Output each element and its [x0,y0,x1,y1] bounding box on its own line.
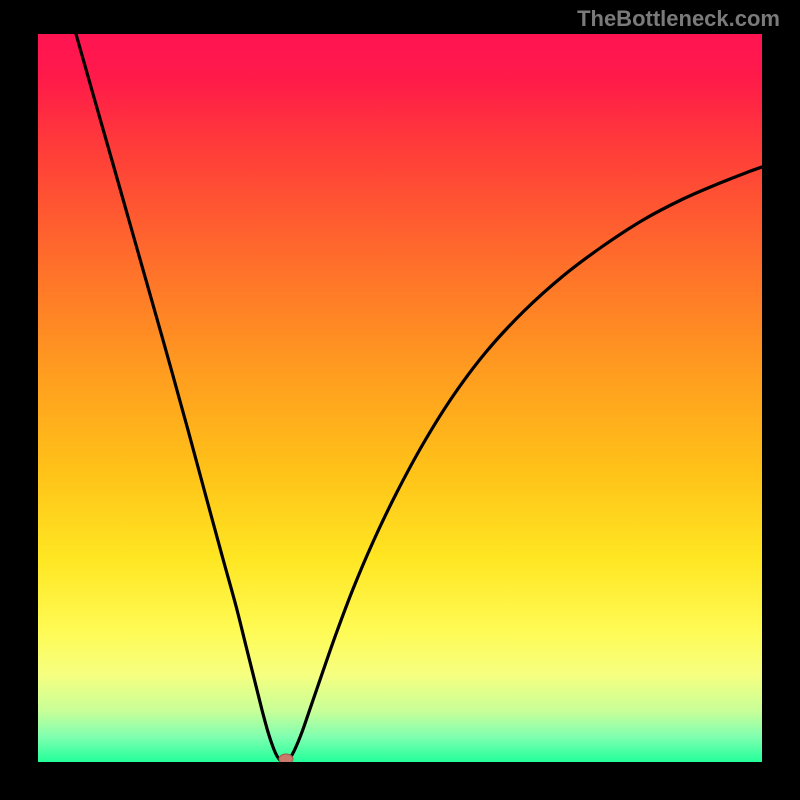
bottleneck-curve [76,34,762,762]
plot-area [38,34,762,762]
minimum-marker [279,754,293,762]
chart-curve-layer [38,34,762,762]
watermark-text: TheBottleneck.com [577,6,780,32]
